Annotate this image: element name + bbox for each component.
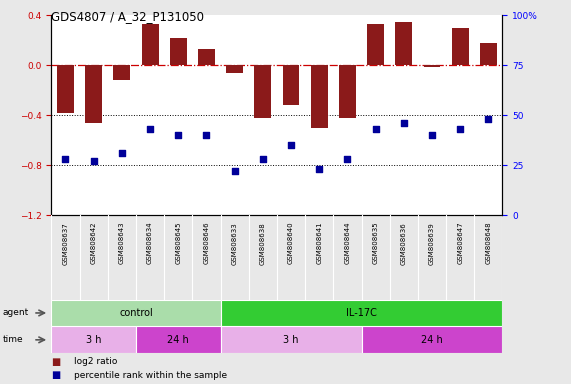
Text: GSM808638: GSM808638 xyxy=(260,222,266,265)
Point xyxy=(174,132,183,138)
Bar xyxy=(226,65,243,73)
Bar xyxy=(57,65,74,113)
Text: GSM808634: GSM808634 xyxy=(147,222,153,265)
Bar xyxy=(51,300,220,326)
Text: GSM808639: GSM808639 xyxy=(429,222,435,265)
Bar xyxy=(114,65,130,80)
Text: GSM808643: GSM808643 xyxy=(119,222,125,265)
Bar xyxy=(395,22,412,65)
Text: GSM808635: GSM808635 xyxy=(373,222,379,265)
Bar xyxy=(142,24,159,65)
Bar xyxy=(136,326,220,353)
Bar xyxy=(367,24,384,65)
Text: log2 ratio: log2 ratio xyxy=(74,358,118,366)
Bar xyxy=(424,65,440,66)
Point xyxy=(399,120,408,126)
Text: 3 h: 3 h xyxy=(283,335,299,345)
Text: GSM808633: GSM808633 xyxy=(232,222,238,265)
Text: GSM808642: GSM808642 xyxy=(91,222,96,264)
Bar xyxy=(480,43,497,65)
Text: ■: ■ xyxy=(51,357,61,367)
Point xyxy=(89,158,98,164)
Text: GSM808647: GSM808647 xyxy=(457,222,463,265)
Point xyxy=(146,126,155,132)
Text: time: time xyxy=(3,335,23,344)
Point xyxy=(287,142,296,148)
Point xyxy=(230,168,239,174)
Text: GSM808646: GSM808646 xyxy=(203,222,210,265)
Text: GSM808641: GSM808641 xyxy=(316,222,322,265)
Point xyxy=(343,156,352,162)
Text: 24 h: 24 h xyxy=(421,335,443,345)
Point xyxy=(428,132,437,138)
Text: IL-17C: IL-17C xyxy=(346,308,377,318)
Bar xyxy=(170,38,187,65)
Text: GSM808636: GSM808636 xyxy=(401,222,407,265)
Text: control: control xyxy=(119,308,153,318)
Bar xyxy=(255,65,271,118)
Point xyxy=(484,116,493,122)
Text: GSM808637: GSM808637 xyxy=(62,222,69,265)
Bar xyxy=(220,300,502,326)
Text: ■: ■ xyxy=(51,371,61,381)
Text: 24 h: 24 h xyxy=(167,335,189,345)
Text: GSM808640: GSM808640 xyxy=(288,222,294,265)
Point xyxy=(117,150,126,156)
Text: GSM808644: GSM808644 xyxy=(344,222,351,264)
Point xyxy=(202,132,211,138)
Text: GSM808645: GSM808645 xyxy=(175,222,181,264)
Bar xyxy=(361,326,502,353)
Text: GSM808648: GSM808648 xyxy=(485,222,492,265)
Bar xyxy=(51,326,136,353)
Text: 3 h: 3 h xyxy=(86,335,102,345)
Text: percentile rank within the sample: percentile rank within the sample xyxy=(74,371,227,380)
Point xyxy=(456,126,465,132)
Bar xyxy=(339,65,356,118)
Bar xyxy=(198,49,215,65)
Bar xyxy=(85,65,102,123)
Point xyxy=(315,166,324,172)
Point xyxy=(371,126,380,132)
Bar xyxy=(452,28,469,65)
Point xyxy=(61,156,70,162)
Bar xyxy=(311,65,328,127)
Text: GDS4807 / A_32_P131050: GDS4807 / A_32_P131050 xyxy=(51,10,204,23)
Point xyxy=(258,156,267,162)
Text: agent: agent xyxy=(3,308,29,318)
Bar xyxy=(283,65,300,105)
Bar xyxy=(220,326,361,353)
